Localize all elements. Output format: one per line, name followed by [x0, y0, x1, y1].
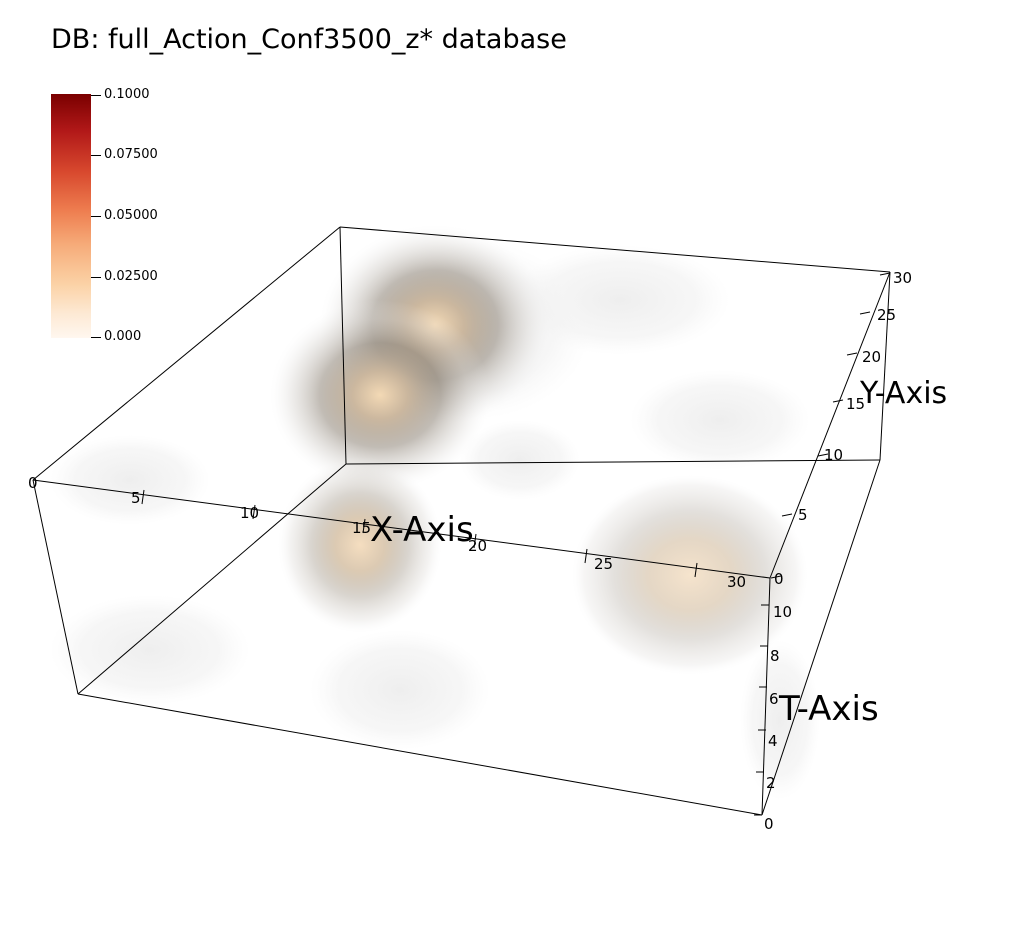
isosurface-haze [630, 370, 810, 470]
t-tick-label: 2 [766, 774, 776, 792]
legend-tick [91, 216, 101, 217]
t-tick-label: 4 [768, 732, 778, 750]
y-tick-label: 30 [893, 269, 912, 287]
legend-tick [91, 277, 101, 278]
isosurface-haze [310, 630, 490, 750]
y-tick-label: 5 [798, 506, 808, 524]
isosurface-blob-middle [278, 457, 442, 633]
t-axis-ticks [754, 604, 769, 816]
legend-label-max: 0.1000 [104, 87, 150, 102]
y-axis-label: Y-Axis [859, 376, 947, 411]
x-tick-label: 5 [131, 489, 141, 507]
legend-label-075: 0.07500 [104, 147, 158, 162]
x-tick-label: 25 [594, 555, 613, 573]
color-legend-bar [51, 94, 91, 338]
database-title: DB: full_Action_Conf3500_z* database [51, 24, 567, 55]
x-tick-label: 15 [352, 519, 371, 537]
y-tick-label: 0 [774, 570, 784, 588]
y-axis-ticks [770, 272, 891, 579]
legend-tick [91, 155, 101, 156]
isosurface-haze [740, 640, 820, 800]
t-tick-label: 0 [764, 815, 774, 833]
t-tick-label: 10 [773, 603, 792, 621]
x-tick-label: 20 [468, 537, 487, 555]
bounding-box [32, 226, 891, 816]
y-tick-label: 10 [824, 446, 843, 464]
t-axis-label: T-Axis [778, 689, 879, 729]
legend-tick [91, 95, 101, 96]
isosurface-haze [50, 435, 210, 525]
legend-label-min: 0.000 [104, 329, 142, 344]
t-tick-label: 8 [770, 647, 780, 665]
y-tick-label: 25 [877, 306, 896, 324]
x-axis-ticks [141, 489, 698, 578]
legend-tick [91, 337, 101, 338]
legend-label-050: 0.05000 [104, 208, 158, 223]
x-tick-label: 10 [240, 504, 259, 522]
t-tick-label: 6 [769, 690, 779, 708]
x-tick-label: 0 [28, 474, 38, 492]
y-tick-label: 15 [846, 395, 865, 413]
x-tick-label: 30 [727, 573, 746, 591]
isosurface-blob-right [572, 475, 808, 675]
isosurface-blob-upper [270, 300, 490, 490]
x-axis-label: X-Axis [370, 510, 474, 550]
legend-label-025: 0.02500 [104, 269, 158, 284]
isosurface-haze [460, 420, 580, 500]
y-tick-label: 20 [862, 348, 881, 366]
isosurface-haze [50, 595, 250, 705]
